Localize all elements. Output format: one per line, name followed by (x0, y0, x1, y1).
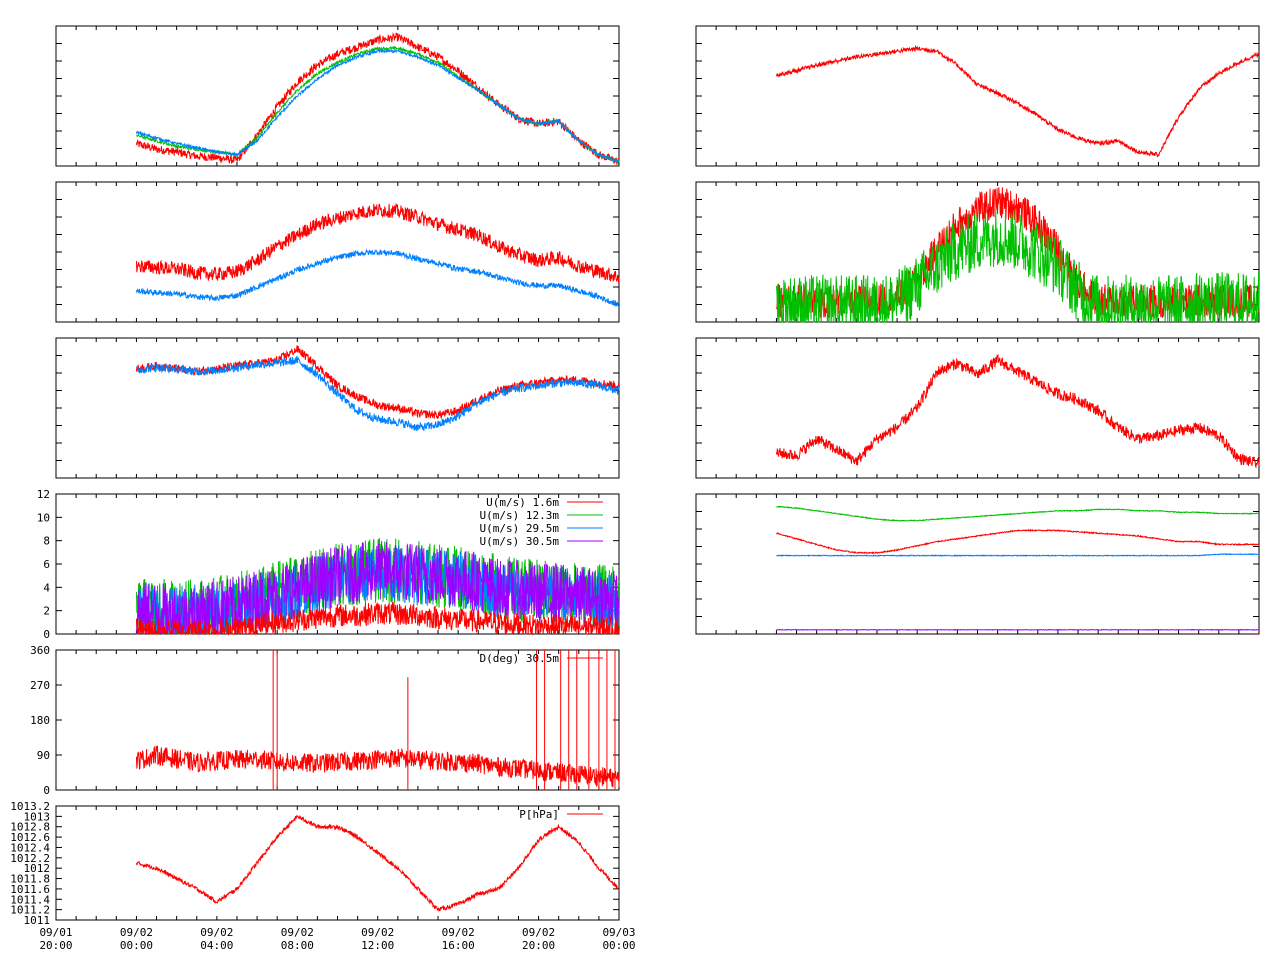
legend-label: U(m/s) 30.5m (480, 535, 560, 548)
x-tick-time: 00:00 (602, 939, 635, 952)
y-tick-label: 0 (43, 784, 50, 797)
y-tick-label: 6 (43, 558, 50, 571)
x-tick-date: 09/03 (602, 926, 635, 939)
panel-right-4 (695, 493, 1260, 635)
series-line-1 (135, 45, 620, 164)
y-tick-label: 1011.4 (10, 893, 50, 906)
x-tick-date: 09/02 (120, 926, 153, 939)
y-tick-label: 270 (30, 679, 50, 692)
y-tick-label: 12 (37, 488, 50, 501)
legend-label: D(deg) 30.5m (480, 652, 560, 665)
panel-right-1 (695, 25, 1260, 167)
y-tick-label: 0 (43, 628, 50, 641)
x-tick-time: 08:00 (281, 939, 314, 952)
panel-right-3 (695, 337, 1260, 479)
panel-left-4: 0 2 4 6 8 10 12 U(m/s) 1.6mU(m/s) 12.3mU(m/s) 2… (37, 488, 620, 641)
plot-frame (55, 25, 620, 167)
y-tick-label: 2 (43, 605, 50, 618)
series-line-0 (135, 345, 620, 420)
y-tick-label: 4 (43, 581, 50, 594)
panel-left-5: 0 90 180 270 360 D(deg) 30.5m (30, 644, 620, 797)
panel-right-2 (695, 181, 1260, 324)
y-tick-label: 1013 (24, 810, 51, 823)
panel-left-3 (55, 337, 620, 479)
plot-frame (695, 493, 1260, 635)
panel-left-1 (55, 25, 620, 167)
series-line-0 (775, 45, 1260, 158)
x-tick-time: 16:00 (442, 939, 475, 952)
plot-frame (55, 181, 620, 323)
x-tick-time: 04:00 (200, 939, 233, 952)
y-tick-label: 8 (43, 535, 50, 548)
y-tick-label: 1011.8 (10, 873, 50, 886)
series-line-2 (776, 552, 1260, 557)
series-line-3 (776, 628, 1260, 631)
series-line-d-deg-30-5m (135, 745, 620, 788)
plot-frame (55, 805, 620, 921)
y-tick-label: 1012.2 (10, 852, 50, 865)
y-tick-label: 1012 (24, 862, 51, 875)
series-line-0 (135, 202, 620, 283)
y-tick-label: 1011.2 (10, 904, 50, 917)
y-tick-label: 1012.8 (10, 821, 50, 834)
x-tick-time: 12:00 (361, 939, 394, 952)
x-tick-date: 09/02 (200, 926, 233, 939)
x-tick-date: 09/02 (442, 926, 475, 939)
series-line-1 (135, 248, 620, 308)
y-tick-label: 1011 (24, 914, 51, 927)
plot-frame (695, 25, 1260, 167)
legend-label: U(m/s) 12.3m (480, 509, 560, 522)
x-tick-time: 20:00 (39, 939, 72, 952)
x-tick-date: 09/01 (39, 926, 72, 939)
x-tick-date: 09/02 (361, 926, 394, 939)
x-tick-date: 09/02 (522, 926, 555, 939)
y-tick-label: 1012.6 (10, 831, 50, 844)
plot-frame (695, 337, 1260, 479)
series-line-0 (775, 353, 1260, 469)
x-tick-time: 20:00 (522, 939, 555, 952)
y-tick-label: 1012.4 (10, 841, 50, 854)
x-tick-time: 00:00 (120, 939, 153, 952)
panel-left-2 (55, 181, 620, 323)
series-line-1 (776, 528, 1260, 555)
series-line-p-hpa- (135, 814, 620, 912)
legend-label: U(m/s) 1.6m (486, 496, 559, 509)
panel-left-6: 10111011.21011.41011.61011.810121012.210… (10, 800, 620, 927)
y-tick-label: 1011.6 (10, 883, 50, 896)
series-line-2 (135, 48, 620, 165)
legend-label: P[hPa] (519, 808, 559, 821)
legend-label: U(m/s) 29.5m (480, 522, 560, 535)
x-tick-date: 09/02 (281, 926, 314, 939)
x-axis-labels: 09/0120:0009/0200:0009/0204:0009/0208:00… (39, 926, 635, 952)
y-tick-label: 10 (37, 511, 50, 524)
series-line-1 (775, 208, 1260, 324)
series-line-0 (776, 505, 1260, 522)
series-line-u-m-s-30-5m (135, 541, 620, 635)
y-tick-label: 360 (30, 644, 50, 657)
y-tick-label: 1013.2 (10, 800, 50, 813)
series-line-u-m-s-1-6m (135, 602, 620, 636)
series-line-1 (135, 355, 620, 431)
y-tick-label: 180 (30, 714, 50, 727)
plot-frame (55, 337, 620, 479)
y-tick-label: 90 (37, 749, 50, 762)
series-line-0 (135, 32, 620, 165)
